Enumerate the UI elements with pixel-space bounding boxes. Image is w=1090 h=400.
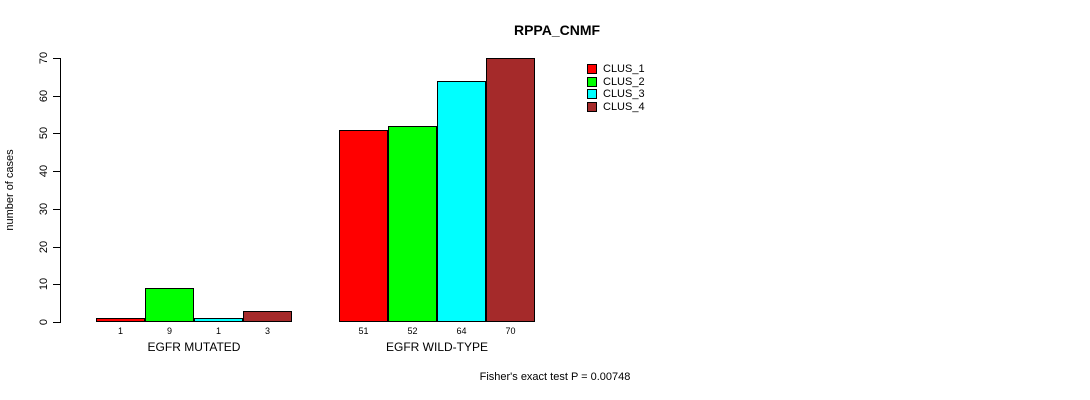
- bar-value-label: 1: [117, 326, 124, 336]
- legend-swatch-icon: [587, 76, 597, 87]
- legend-row-CLUS_3: CLUS_3: [587, 88, 645, 100]
- group-label-1: EGFR MUTATED: [147, 340, 241, 354]
- legend-row-CLUS_2: CLUS_2: [587, 76, 645, 88]
- legend-swatch-icon: [587, 64, 597, 74]
- bar-value-label: 51: [358, 326, 369, 336]
- y-tick-mark: [53, 284, 60, 286]
- bar-CLUS_1-group1: [96, 318, 145, 322]
- legend-row-CLUS_4: CLUS_4: [587, 101, 645, 113]
- bar-CLUS_2-group2: [388, 126, 437, 322]
- legend: CLUS_1 CLUS_2 CLUS_3 CLUS_4: [587, 63, 645, 113]
- y-tick-mark: [53, 208, 60, 210]
- group-label-2: EGFR WILD-TYPE: [385, 340, 489, 354]
- bar-CLUS_3-group1: [194, 318, 243, 322]
- bar-CLUS_4-group2: [486, 58, 535, 322]
- bar-CLUS_1-group2: [339, 130, 388, 322]
- y-tick-label: 50: [38, 127, 50, 140]
- bar-CLUS_2-group1: [145, 288, 194, 322]
- y-tick-label: 60: [38, 89, 50, 102]
- chart-title: RPPA_CNMF: [513, 22, 601, 38]
- legend-swatch-icon: [587, 101, 597, 112]
- y-tick-mark: [53, 95, 60, 97]
- caption-fisher-test: Fisher's exact test P = 0.00748: [479, 371, 631, 383]
- y-tick-label: 40: [38, 165, 50, 178]
- bar-CLUS_3-group2: [437, 81, 486, 322]
- legend-label: CLUS_2: [603, 75, 645, 88]
- y-tick-mark: [53, 58, 60, 59]
- bar-value-label: 1: [215, 326, 222, 336]
- bar-CLUS_4-group1: [243, 311, 292, 322]
- legend-label: CLUS_3: [603, 88, 645, 100]
- y-tick-label: 10: [38, 278, 50, 291]
- y-tick-mark: [53, 171, 60, 173]
- y-tick-label: 0: [38, 318, 50, 326]
- bar-value-label: 9: [166, 326, 173, 336]
- bar-value-label: 64: [456, 326, 467, 336]
- y-tick-label: 70: [38, 51, 50, 65]
- y-tick-label: 20: [38, 240, 50, 253]
- y-axis-title: number of cases: [4, 149, 16, 231]
- bar-value-label: 52: [407, 326, 418, 336]
- legend-label: CLUS_1: [603, 63, 645, 75]
- bar-value-label: 70: [505, 326, 516, 336]
- legend-label: CLUS_4: [603, 100, 645, 113]
- y-tick-mark: [53, 133, 60, 135]
- y-tick-mark: [53, 246, 60, 248]
- y-tick-mark: [53, 322, 60, 323]
- legend-swatch-icon: [587, 89, 597, 99]
- y-axis-line: [60, 58, 61, 323]
- legend-row-CLUS_1: CLUS_1: [587, 63, 645, 75]
- bar-value-label: 3: [264, 326, 271, 336]
- y-tick-label: 30: [38, 202, 50, 215]
